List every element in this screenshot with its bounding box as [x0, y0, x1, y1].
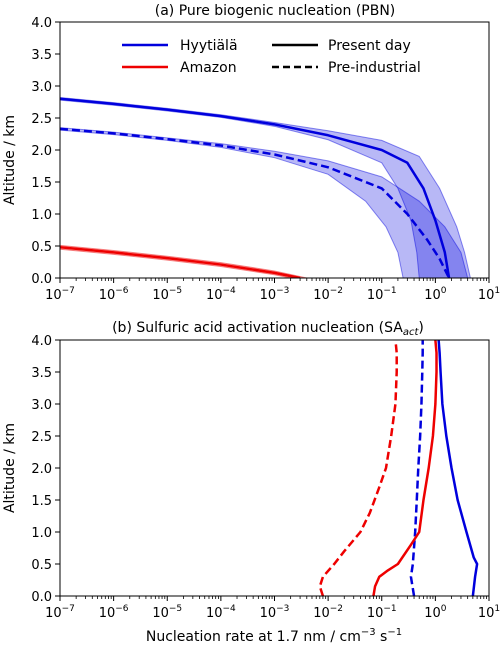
- panel-b-y-tick-label: 3.5: [31, 366, 52, 381]
- panel-b-y-tick-label: 1.0: [31, 526, 52, 541]
- legend-label-hyytiala: Hyytiälä: [180, 38, 238, 54]
- panel-b-hyytiala-present-day-line: [437, 340, 479, 596]
- panel-a-uncertainty-bands: [60, 97, 471, 278]
- panel-a-hyytiala-pre-industrial-band: [60, 127, 469, 278]
- panel-b-x-tick-label: 10−3: [260, 604, 290, 621]
- panel-a-x-tick-label: 101: [478, 286, 500, 303]
- legend-label-amazon: Amazon: [180, 60, 237, 76]
- panel-b-x-tick-label: 10−4: [206, 604, 236, 621]
- panel-b-x-axis-label: Nucleation rate at 1.7 nm / cm−3 s−1: [146, 627, 402, 645]
- panel-a-frame: [59, 21, 490, 279]
- panel-a-y-tick-label: 3.5: [31, 48, 52, 63]
- panel-a-y-tick-label: 4.0: [31, 16, 52, 31]
- panel-b-amazon-pre-industrial-line: [318, 340, 398, 596]
- panel-a-x-tick-label: 100: [424, 286, 447, 303]
- panel-a-hyytiala-present-day-line: [60, 97, 451, 278]
- panel-b-x-tick-label: 10−7: [45, 604, 75, 621]
- panel-b-x-tick-label: 10−1: [367, 604, 397, 621]
- panel-b: (b) Sulfuric acid activation nucleation …: [2, 320, 500, 645]
- panel-b-hyytiala-pre-industrial-line: [409, 340, 424, 596]
- panel-a-legend: Hyytiälä Amazon Present day Pre-industri…: [122, 38, 421, 76]
- panel-a-y-axis-label: Altitude / km: [2, 115, 18, 205]
- panel-b-x-tick-label: 10−5: [152, 604, 182, 621]
- panel-a-hyytiala-present-day-band: [60, 97, 471, 278]
- panel-b-frame: [59, 339, 490, 597]
- panel-a-ticks: 10−7 10−6 10−5 10−4 10−3 10−2 10−1 100 101 0.0 0.5…: [31, 16, 500, 303]
- panel-a: (a) Pure biogenic nucleation (PBN) Altit…: [2, 3, 500, 303]
- panel-a-hyytiala-pre-industrial-line: [60, 127, 451, 278]
- panel-b-x-tick-label: 100: [424, 604, 447, 621]
- legend-label-pre-industrial: Pre-industrial: [328, 60, 421, 76]
- panel-b-y-tick-label: 0.5: [31, 558, 52, 573]
- panel-b-y-axis-label: Altitude / km: [2, 423, 18, 513]
- panel-a-y-tick-label: 0.0: [31, 272, 52, 287]
- panel-a-y-tick-label: 2.0: [31, 144, 52, 159]
- panel-b-ticks: 10−7 10−6 10−5 10−4 10−3 10−2 10−1 100 101 0.0 0.5…: [31, 334, 500, 621]
- panel-b-x-tick-label: 10−2: [313, 604, 343, 621]
- x-axis-label-sup1: −3: [361, 627, 376, 638]
- panel-a-lines: [60, 97, 451, 278]
- x-axis-label-mid: s: [376, 629, 388, 645]
- panel-a-y-tick-label: 1.5: [31, 176, 52, 191]
- panel-b-y-tick-label: 2.0: [31, 462, 52, 477]
- x-axis-label-main: Nucleation rate at 1.7 nm / cm: [146, 629, 361, 645]
- panel-a-x-tick-label: 10−3: [260, 286, 290, 303]
- panel-a-x-tick-label: 10−4: [206, 286, 236, 303]
- panel-a-y-tick-label: 3.0: [31, 80, 52, 95]
- panel-b-title-subscript: act: [403, 327, 420, 338]
- panel-a-title: (a) Pure biogenic nucleation (PBN): [155, 3, 396, 19]
- panel-a-y-tick-label: 1.0: [31, 208, 52, 223]
- panel-a-x-tick-label: 10−2: [313, 286, 343, 303]
- panel-b-y-tick-label: 4.0: [31, 334, 52, 349]
- panel-b-title-main: (b) Sulfuric acid activation nucleation …: [112, 320, 403, 336]
- panel-a-y-tick-label: 2.5: [31, 112, 52, 127]
- panel-b-x-tick-label: 10−6: [99, 604, 129, 621]
- panel-b-y-tick-label: 2.5: [31, 430, 52, 445]
- x-axis-label-sup2: −1: [387, 627, 402, 638]
- panel-b-y-tick-label: 0.0: [31, 590, 52, 605]
- panel-b-lines: [318, 340, 479, 596]
- panel-a-amazon-present-day-line: [60, 246, 301, 278]
- panel-b-title-end: ): [418, 320, 423, 336]
- panel-a-x-tick-label: 10−5: [152, 286, 182, 303]
- panel-b-title: (b) Sulfuric acid activation nucleation …: [112, 320, 424, 338]
- panel-a-x-tick-label: 10−1: [367, 286, 397, 303]
- panel-a-x-tick-label: 10−7: [45, 286, 75, 303]
- legend-label-present-day: Present day: [328, 38, 411, 54]
- panel-b-x-tick-label: 101: [478, 604, 500, 621]
- panel-b-y-tick-label: 3.0: [31, 398, 52, 413]
- panel-b-y-tick-label: 1.5: [31, 494, 52, 509]
- panel-a-y-tick-label: 0.5: [31, 240, 52, 255]
- panel-b-amazon-present-day-line: [372, 340, 438, 596]
- panel-a-x-tick-label: 10−6: [99, 286, 129, 303]
